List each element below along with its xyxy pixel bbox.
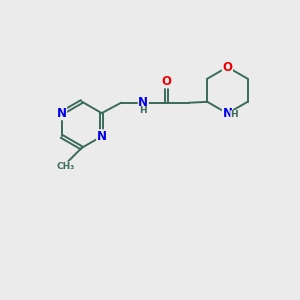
Text: H: H <box>230 110 238 119</box>
Text: N: N <box>57 106 67 120</box>
Text: N: N <box>222 107 233 120</box>
Text: N: N <box>97 130 107 143</box>
Text: CH₃: CH₃ <box>56 162 74 171</box>
Text: O: O <box>161 75 172 88</box>
Text: O: O <box>222 61 233 74</box>
Text: H: H <box>139 106 146 115</box>
Text: N: N <box>138 96 148 109</box>
